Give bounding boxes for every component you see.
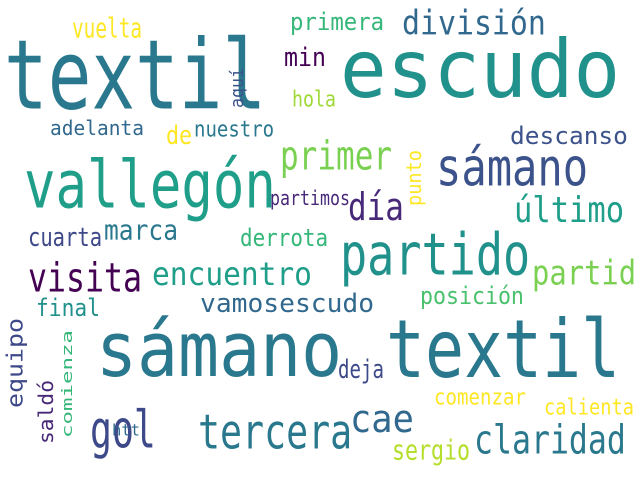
word: división: [402, 2, 546, 43]
word: punto: [402, 149, 426, 206]
word: aquí: [226, 68, 248, 108]
word: día: [348, 184, 404, 230]
word: vallegón: [24, 146, 276, 224]
word: marca: [104, 213, 179, 247]
word: claridad: [474, 416, 626, 464]
word: derrota: [240, 223, 329, 252]
word: textil: [386, 302, 621, 397]
word: deja: [338, 353, 384, 385]
word: de: [166, 119, 193, 151]
word: nuestro: [194, 116, 275, 142]
word: sergio: [392, 433, 471, 467]
word: adelanta: [50, 116, 144, 140]
word: partimos: [270, 186, 350, 210]
word: gol: [90, 399, 156, 461]
word: encuentro: [152, 255, 312, 293]
word: descanso: [510, 121, 628, 150]
word: partido: [340, 220, 531, 289]
word: final: [36, 293, 101, 322]
word: visita: [28, 254, 143, 302]
word: último: [514, 188, 625, 231]
word: partid: [532, 252, 637, 293]
word: hola: [292, 86, 336, 112]
word: cuarta: [28, 221, 103, 253]
word: escudo: [340, 22, 621, 117]
word: posición: [420, 281, 524, 310]
word: sámano: [436, 137, 589, 199]
word: primer: [280, 132, 393, 180]
word: primera: [290, 7, 385, 36]
word: textil: [4, 19, 267, 132]
word: comienza: [58, 330, 76, 438]
word: comenzar: [434, 384, 526, 410]
word: equipo: [2, 317, 28, 408]
word: min: [284, 41, 326, 73]
word: calienta: [544, 394, 634, 420]
word: sámano: [96, 305, 343, 395]
word: vamosescudo: [200, 287, 375, 319]
word: htt: [112, 420, 140, 440]
word: saldó: [34, 379, 58, 444]
word: cae: [350, 396, 414, 442]
word: tercera: [198, 403, 353, 460]
word: vuelta: [72, 11, 143, 45]
